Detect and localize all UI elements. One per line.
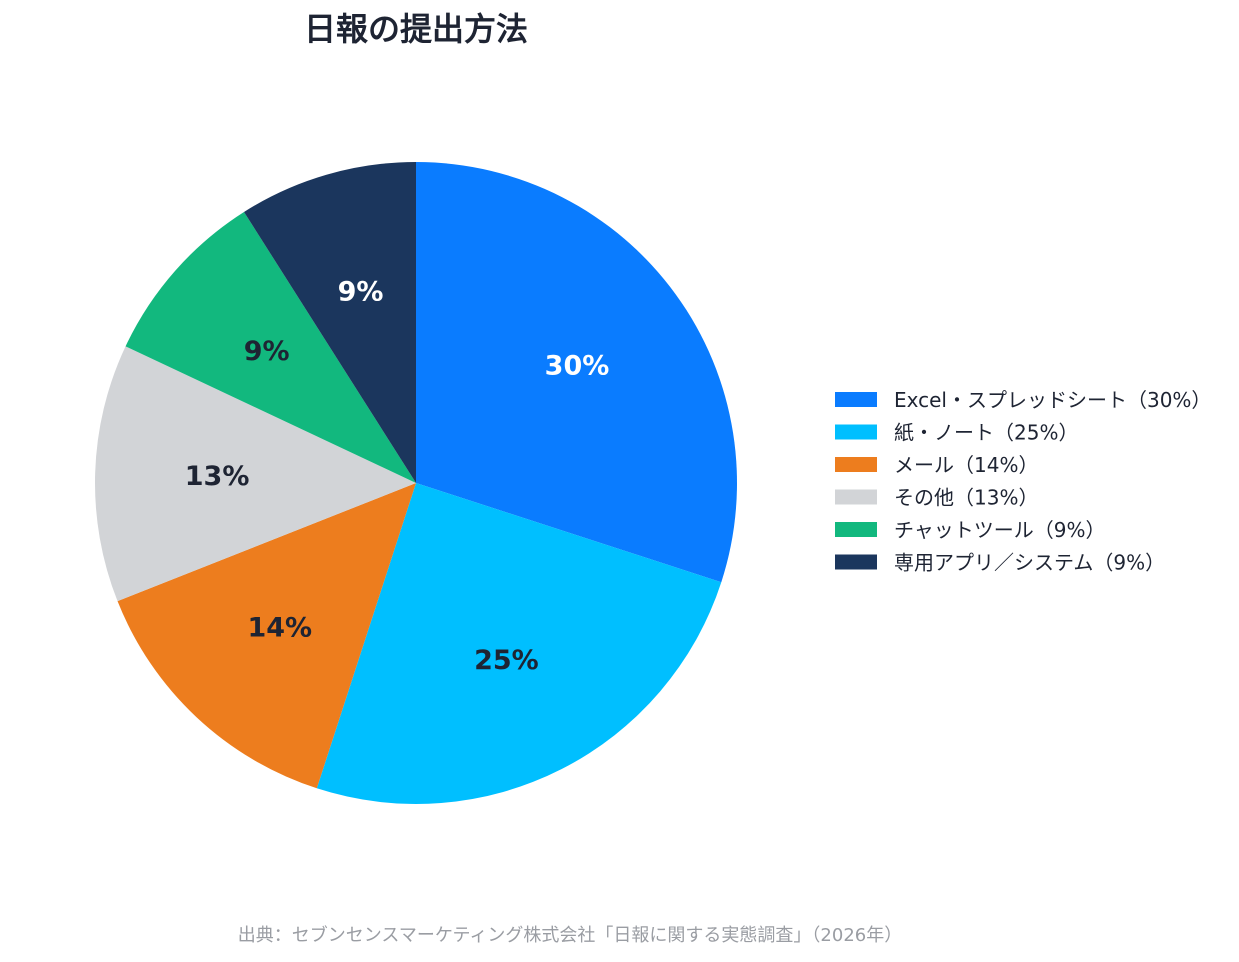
pie-slice xyxy=(416,162,737,583)
slice-labels: 30% 25% 14% 13% 9% 9% xyxy=(185,276,610,675)
source-note: 出典：セブンセンスマーケティング株式会社「日報に関する実態調査」（2026年） xyxy=(238,924,902,946)
legend-swatch xyxy=(835,489,877,505)
legend-swatch xyxy=(835,457,877,472)
legend-label: 専用アプリ／システム（9%） xyxy=(894,551,1165,575)
pie-slice xyxy=(94,346,416,602)
slice-value-label: 30% xyxy=(545,351,610,382)
legend: Excel・スプレッドシート（30%） 紙・ノート（25%） メール（14%） その他… xyxy=(835,388,1211,575)
slice-value-label: 14% xyxy=(247,613,312,644)
pie-slice xyxy=(316,483,722,804)
pie-slices xyxy=(94,162,737,804)
legend-label: メール（14%） xyxy=(894,453,1038,477)
legend-label: チャットツール（9%） xyxy=(894,518,1106,542)
chart-title: 日報の提出方法 xyxy=(304,10,528,48)
legend-swatch xyxy=(835,424,877,440)
slice-value-label: 25% xyxy=(474,645,539,676)
slice-value-label: 13% xyxy=(185,461,250,492)
pie-slice xyxy=(244,162,416,483)
pie-slice xyxy=(117,483,416,789)
pie-slice xyxy=(125,211,417,483)
legend-label: Excel・スプレッドシート（30%） xyxy=(894,388,1211,412)
legend-swatch xyxy=(835,554,877,570)
legend-label: その他（13%） xyxy=(894,486,1038,510)
legend-swatch xyxy=(835,392,877,407)
legend-label: 紙・ノート（25%） xyxy=(894,421,1078,445)
slice-value-label: 9% xyxy=(244,336,290,367)
legend-swatch xyxy=(835,522,877,537)
slice-value-label: 9% xyxy=(338,276,384,307)
